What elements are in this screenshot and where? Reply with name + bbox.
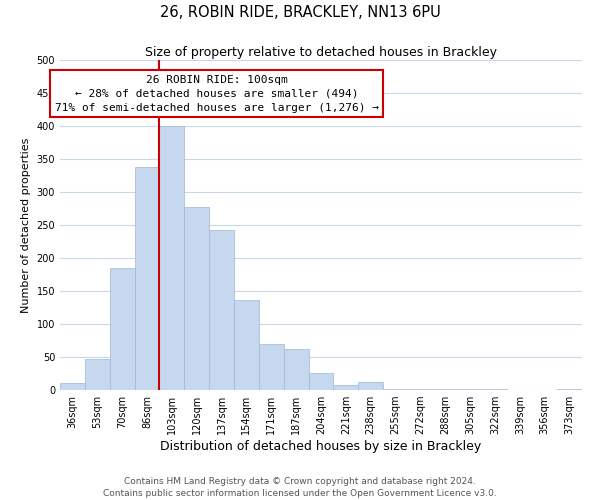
Bar [308, 373, 334, 390]
X-axis label: Distribution of detached houses by size in Brackley: Distribution of detached houses by size … [160, 440, 482, 453]
Bar [184, 207, 209, 390]
Bar [85, 359, 110, 390]
Bar [383, 388, 408, 390]
Bar [160, 126, 184, 390]
Text: Contains HM Land Registry data © Crown copyright and database right 2024.
Contai: Contains HM Land Registry data © Crown c… [103, 476, 497, 498]
Bar [259, 344, 284, 390]
Title: Size of property relative to detached houses in Brackley: Size of property relative to detached ho… [145, 46, 497, 59]
Text: 26 ROBIN RIDE: 100sqm
← 28% of detached houses are smaller (494)
71% of semi-det: 26 ROBIN RIDE: 100sqm ← 28% of detached … [55, 75, 379, 113]
Y-axis label: Number of detached properties: Number of detached properties [21, 138, 31, 312]
Bar [408, 388, 433, 390]
Bar [358, 382, 383, 390]
Bar [60, 384, 85, 390]
Bar [134, 167, 160, 390]
Bar [334, 384, 358, 390]
Text: 26, ROBIN RIDE, BRACKLEY, NN13 6PU: 26, ROBIN RIDE, BRACKLEY, NN13 6PU [160, 5, 440, 20]
Bar [284, 349, 308, 390]
Bar [209, 230, 234, 390]
Bar [557, 388, 582, 390]
Bar [110, 268, 134, 390]
Bar [234, 300, 259, 390]
